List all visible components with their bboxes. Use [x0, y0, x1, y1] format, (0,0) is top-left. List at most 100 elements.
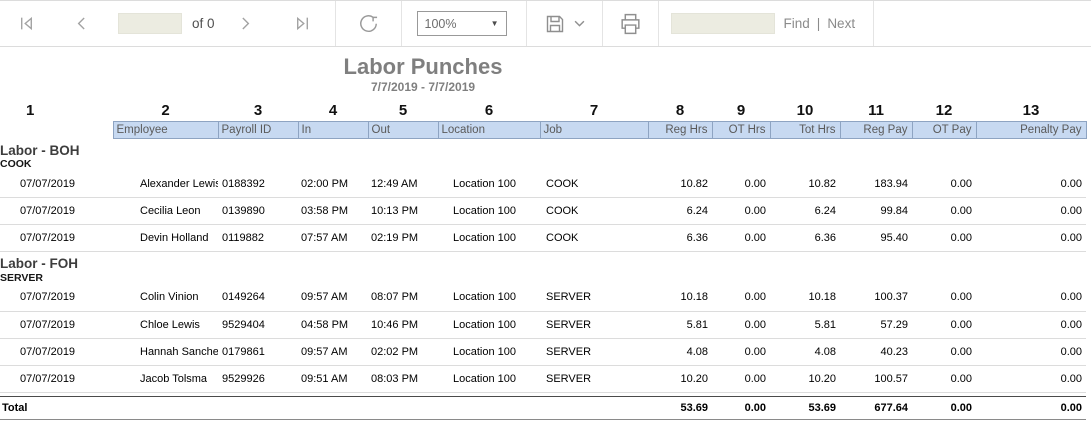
cell-payroll-id: 0119882 [218, 224, 298, 252]
cell-ot-pay: 0.00 [912, 338, 976, 366]
cell-in: 09:57 AM [298, 284, 368, 312]
column-number: 13 [1022, 101, 1040, 119]
column-number: 2 [161, 101, 170, 119]
cell-ot-pay: 0.00 [912, 311, 976, 339]
cell-job: SERVER [540, 284, 648, 312]
print-button[interactable] [618, 12, 643, 36]
toolbar-separator [873, 1, 875, 46]
next-page-button[interactable] [237, 15, 254, 32]
header-cell-in: In [297, 120, 369, 139]
cell-job: SERVER [540, 365, 648, 393]
find-next-separator: | [816, 16, 821, 31]
report-table-body: Labor - BOH COOK 07/07/2019 Alexander Lewis… [0, 138, 1086, 393]
zoom-select[interactable]: 100% ▼ [416, 11, 507, 36]
header-cell-payroll-id: Payroll ID [217, 120, 299, 139]
job-name: SERVER [0, 271, 43, 284]
cell-out: 10:46 PM [368, 311, 438, 339]
cell-payroll-id: 9529926 [218, 365, 298, 393]
cell-employee: Alexander Lewis [113, 170, 218, 198]
refresh-button[interactable] [357, 12, 380, 35]
cell-employee: Devin Holland [113, 224, 218, 252]
job-name: COOK [0, 158, 32, 170]
cell-ot-pay: 0.00 [912, 170, 976, 198]
cell-payroll-id: 0139890 [218, 197, 298, 225]
first-page-button[interactable] [18, 15, 35, 32]
total-ot-hrs: 0.00 [712, 395, 770, 420]
cell-job: COOK [540, 197, 648, 225]
cell-reg-hrs: 10.82 [648, 170, 712, 198]
cell-ot-hrs: 0.00 [712, 365, 770, 393]
column-number: 1 [26, 102, 35, 119]
group-header-row: Labor - BOH [0, 138, 1086, 158]
table-row: 07/07/2019 Chloe Lewis 9529404 04:58 PM 10:4… [0, 311, 1086, 339]
cell-ot-hrs: 0.00 [712, 197, 770, 225]
zoom-value: 100% [424, 16, 457, 31]
report-date-range: 7/7/2019 - 7/7/2019 [370, 80, 476, 94]
cell-ot-pay: 0.00 [912, 365, 976, 393]
page-number-input[interactable] [118, 13, 182, 34]
cell-payroll-id: 0188392 [218, 170, 298, 198]
total-label: Total [0, 395, 648, 420]
total-tot-hrs: 53.69 [770, 395, 840, 420]
cell-tot-hrs: 10.82 [770, 170, 840, 198]
cell-ot-hrs: 0.00 [712, 338, 770, 366]
column-number-row: 1 2 3 4 5 6 7 8 9 10 11 12 13 [0, 99, 1086, 121]
export-save-button[interactable] [544, 13, 585, 35]
cell-reg-pay: 183.94 [840, 170, 912, 198]
header-cell-reg-pay: Reg Pay [839, 120, 913, 139]
last-page-button[interactable] [294, 15, 311, 32]
cell-location: Location 100 [438, 365, 540, 393]
job-header-row: COOK [0, 158, 1086, 171]
header-cell-ot-pay: OT Pay [911, 120, 977, 139]
dropdown-caret-icon: ▼ [490, 19, 499, 28]
cell-date: 07/07/2019 [0, 365, 113, 393]
cell-penalty-pay: 0.00 [976, 284, 1086, 312]
cell-reg-pay: 100.57 [840, 365, 912, 393]
cell-in: 09:57 AM [298, 338, 368, 366]
cell-in: 09:51 AM [298, 365, 368, 393]
cell-tot-hrs: 10.20 [770, 365, 840, 393]
cell-reg-pay: 99.84 [840, 197, 912, 225]
total-penalty-pay: 0.00 [976, 395, 1086, 420]
cell-tot-hrs: 4.08 [770, 338, 840, 366]
column-number: 5 [398, 101, 408, 119]
cell-date: 07/07/2019 [0, 224, 113, 252]
cell-payroll-id: 0149264 [218, 284, 298, 312]
toolbar-separator [601, 1, 603, 46]
cell-employee: Jacob Tolsma [113, 365, 218, 393]
cell-out: 08:03 PM [368, 365, 438, 393]
next-link[interactable]: Next [827, 16, 856, 31]
cell-out: 10:13 PM [368, 197, 438, 225]
find-text-input[interactable] [670, 13, 775, 34]
cell-reg-pay: 57.29 [840, 311, 912, 339]
column-number: 7 [589, 101, 599, 119]
header-cell-employee: Employee [112, 120, 219, 139]
header-cell-blank [0, 121, 113, 138]
cell-penalty-pay: 0.00 [976, 170, 1086, 198]
cell-ot-hrs: 0.00 [712, 284, 770, 312]
cell-date: 07/07/2019 [0, 170, 113, 198]
report-body: Labor Punches 7/7/2019 - 7/7/2019 1 2 3 … [0, 47, 1091, 420]
find-link[interactable]: Find [783, 16, 810, 31]
next-page-icon [237, 15, 254, 32]
cell-tot-hrs: 10.18 [770, 284, 840, 312]
cell-reg-hrs: 4.08 [648, 338, 712, 366]
table-row: 07/07/2019 Colin Vinion 0149264 09:57 AM 08:… [0, 284, 1086, 312]
cell-out: 02:19 PM [368, 224, 438, 252]
header-cell-penalty-pay: Penalty Pay [975, 120, 1087, 139]
total-ot-pay: 0.00 [912, 395, 976, 420]
previous-page-button[interactable] [73, 15, 90, 32]
column-number: 3 [253, 101, 263, 119]
cell-location: Location 100 [438, 284, 540, 312]
header-cell-location: Location [437, 120, 541, 139]
find-next-controls: Find | Next [784, 16, 856, 31]
cell-date: 07/07/2019 [0, 284, 113, 312]
refresh-icon [357, 12, 380, 35]
cell-reg-pay: 95.40 [840, 224, 912, 252]
header-cell-tot-hrs: Tot Hrs [769, 120, 841, 139]
cell-date: 07/07/2019 [0, 197, 113, 225]
cell-location: Location 100 [438, 311, 540, 339]
toolbar-separator [657, 1, 659, 46]
cell-out: 08:07 PM [368, 284, 438, 312]
header-cell-reg-hrs: Reg Hrs [647, 120, 713, 139]
